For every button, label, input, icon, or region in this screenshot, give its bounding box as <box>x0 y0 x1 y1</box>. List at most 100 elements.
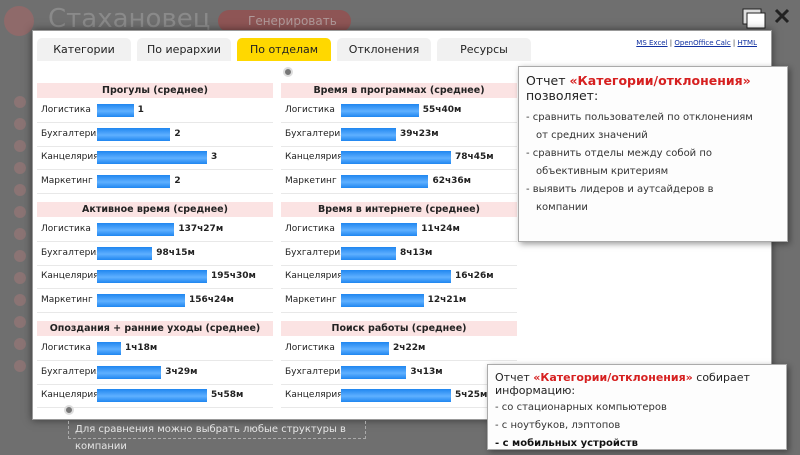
callout-item: - сравнить отделы между собой по объекти… <box>526 148 713 177</box>
chart: Прогулы (среднее) Логистика 1 Бухгалтерия 2 К… <box>37 83 273 195</box>
bar <box>97 127 171 141</box>
separator: | <box>730 39 738 47</box>
pin <box>64 405 74 415</box>
category-label: Маркетинг <box>285 175 337 186</box>
text: позволяет: <box>526 88 599 103</box>
callout-list: - сравнить пользователей по отклонениям … <box>526 109 780 217</box>
value-label: 8ч13м <box>400 247 433 258</box>
bar <box>97 104 134 117</box>
bar <box>97 389 207 402</box>
bar <box>341 174 429 188</box>
side-icon <box>14 96 26 108</box>
chart-row: Канцелярия 78ч45м <box>281 146 517 170</box>
export-link[interactable]: HTML <box>737 39 757 47</box>
bar <box>97 270 207 283</box>
chart: Поиск работы (среднее) Логистика 2ч22м Бухг… <box>281 321 517 419</box>
category-label: Канцелярия <box>285 390 343 400</box>
export-link[interactable]: MS Excel <box>636 39 668 47</box>
value-label: 137ч27м <box>178 224 224 234</box>
chart-row: Бухгалтерия 2 <box>37 123 273 147</box>
app-title: Стахановец <box>48 4 211 34</box>
chart-row: Логистика 2ч22м <box>281 337 517 361</box>
separator: | <box>667 39 675 47</box>
export-link[interactable]: OpenOffice Calc <box>674 39 731 47</box>
side-icon <box>14 338 26 350</box>
value-label: 1 <box>137 105 144 115</box>
category-label: Логистика <box>41 343 91 353</box>
bar <box>341 293 424 307</box>
generate-button[interactable]: Генерировать <box>218 10 351 32</box>
pin <box>283 67 293 77</box>
app-logo <box>4 6 34 36</box>
category-label: Логистика <box>285 105 335 115</box>
chart-row: Бухгалтерия 39ч23м <box>281 123 517 147</box>
chart: Активное время (среднее) Логистика 137ч27м… <box>37 202 273 314</box>
chart-row: Логистика 137ч27м <box>37 218 273 242</box>
tab[interactable]: По иерархии <box>137 38 231 61</box>
note: Для сравнения можно выбрать любые структ… <box>68 421 366 452</box>
value-label: 5ч58м <box>211 390 244 400</box>
chart-row: Маркетинг 156ч24м <box>37 289 273 313</box>
category-label: Канцелярия <box>41 390 99 400</box>
tab[interactable]: Отклонения <box>337 38 431 61</box>
export-links: MS Excel | OpenOffice Calc | HTML <box>636 39 757 47</box>
value-label: 3ч13м <box>410 366 443 377</box>
side-icon <box>14 250 26 262</box>
category-label: Канцелярия <box>41 152 99 162</box>
callout-title: Отчет «Категории/отклонения» позволяет: <box>526 73 780 103</box>
callout: Отчет «Категории/отклонения» позволяет: … <box>518 66 788 242</box>
bar <box>341 151 451 164</box>
bar <box>341 127 396 141</box>
chart-title: Активное время (среднее) <box>37 202 273 217</box>
tab[interactable]: Категории <box>37 38 131 61</box>
category-label: Бухгалтерия <box>41 366 102 377</box>
chart-title: Прогулы (среднее) <box>37 83 273 98</box>
text: Отчет <box>495 371 530 384</box>
text: собирает информацию: <box>495 371 750 397</box>
callout-list: - со стационарных компьютеров - с ноутбук… <box>495 399 779 453</box>
category-label: Бухгалтерия <box>41 247 102 258</box>
category-label: Логистика <box>285 343 335 353</box>
value-label: 1ч18м <box>124 343 158 353</box>
value-label: 5ч25м <box>455 390 488 400</box>
bar <box>97 174 171 188</box>
category-label: Маркетинг <box>41 294 93 305</box>
highlight: «Категории/отклонения» <box>533 371 693 384</box>
side-icon <box>14 294 26 306</box>
value-label: 2 <box>174 128 181 139</box>
chart-row: Маркетинг 12ч21м <box>281 289 517 313</box>
chart-row: Логистика 11ч24м <box>281 218 517 242</box>
side-icon <box>14 360 26 372</box>
bar <box>97 365 162 379</box>
side-icon <box>14 118 26 130</box>
bar <box>97 293 185 307</box>
bar <box>97 246 153 260</box>
category-label: Бухгалтерия <box>285 247 346 258</box>
value-label: 62ч36м <box>432 175 472 186</box>
value-label: 156ч24м <box>189 294 234 305</box>
chart-row: Логистика 55ч40м <box>281 99 517 123</box>
chart-title: Время в программах (среднее) <box>281 83 517 98</box>
chart-row: Бухгалтерия 3ч13м <box>281 361 517 385</box>
chart-row: Маркетинг 2 <box>37 170 273 194</box>
chart-row: Логистика 1 <box>37 99 273 123</box>
value-label: 55ч40м <box>422 105 462 115</box>
category-label: Канцелярия <box>285 152 343 162</box>
chart: Опоздания + ранние уходы (среднее) Логист… <box>37 321 273 419</box>
bar <box>341 270 451 283</box>
side-icon <box>14 272 26 284</box>
tab[interactable]: Ресурсы <box>437 38 531 61</box>
restore-icon[interactable] <box>746 12 766 29</box>
close-icon[interactable] <box>774 8 790 24</box>
bar <box>341 389 451 402</box>
chart-row: Бухгалтерия 98ч15м <box>37 242 273 266</box>
category-label: Маркетинг <box>41 175 93 186</box>
chart-row: Маркетинг 62ч36м <box>281 170 517 194</box>
tab[interactable]: По отделам <box>237 38 331 61</box>
callout-item: - со стационарных компьютеров <box>495 402 667 413</box>
side-icon <box>14 140 26 152</box>
chart-row: Канцелярия 5ч58м <box>37 384 273 408</box>
callout-item: - с ноутбуков, лэптопов <box>495 420 621 431</box>
bar <box>97 151 207 164</box>
